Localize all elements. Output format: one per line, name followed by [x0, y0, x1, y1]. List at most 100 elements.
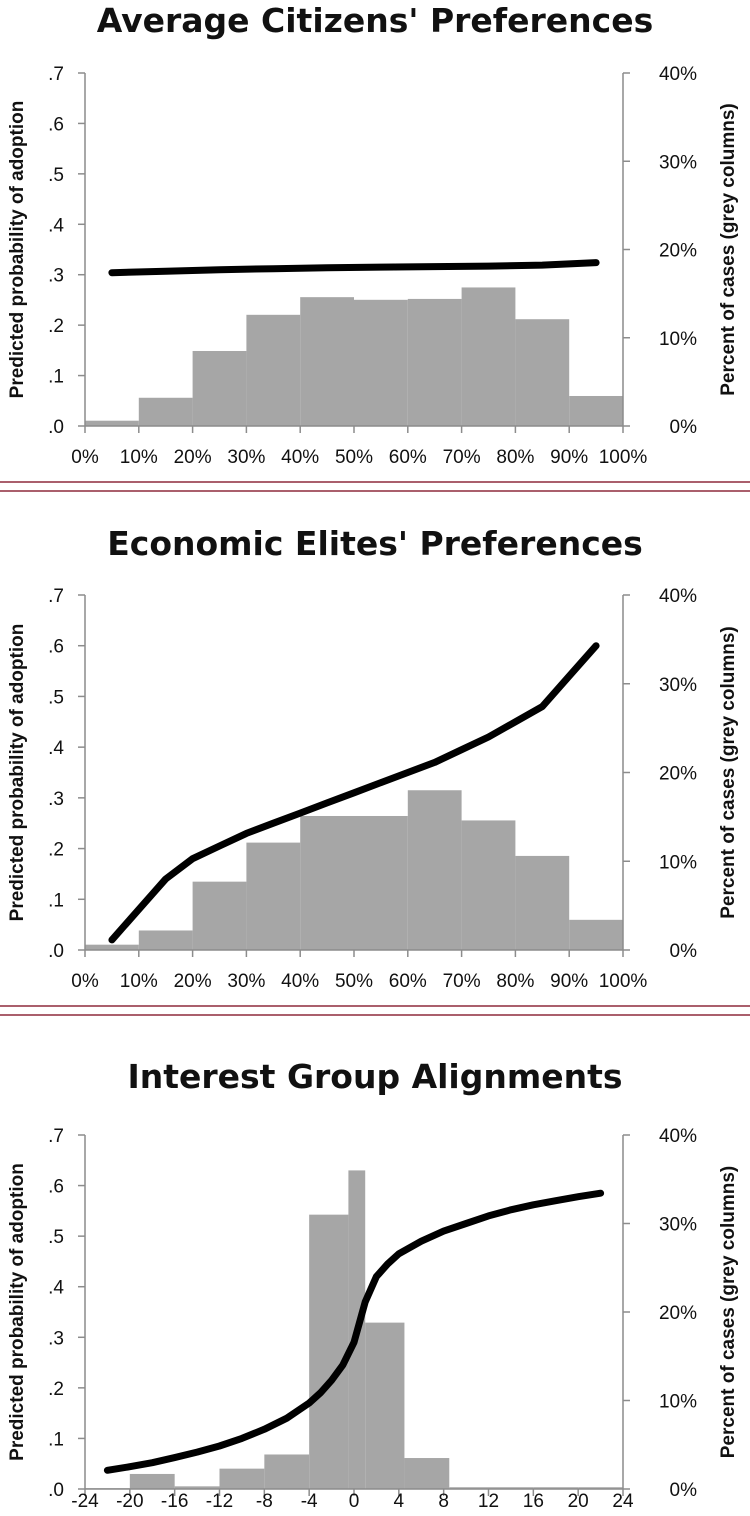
- right-tick-label: 0%: [670, 941, 698, 962]
- line-point: [218, 268, 221, 272]
- left-tick-label: .6: [48, 114, 64, 135]
- bar-4: [246, 842, 301, 950]
- bar-10: [569, 919, 623, 950]
- bar-3: [192, 881, 247, 950]
- line-point: [164, 269, 168, 273]
- x-tick-label: 0: [349, 1491, 360, 1512]
- x-tick-label: 20%: [174, 447, 212, 468]
- line-point: [137, 907, 141, 911]
- x-tick-label: 100%: [599, 447, 648, 468]
- right-tick-label: 40%: [659, 586, 697, 607]
- line-point: [594, 644, 598, 648]
- chart-panel-2: Economic Elites' Preferences .0 .1 .2 .3 .4 .5…: [0, 524, 750, 1016]
- right-tick-label: 30%: [659, 675, 697, 696]
- line-point: [540, 263, 544, 267]
- line-point: [379, 781, 383, 785]
- left-tick-label: .2: [48, 1379, 64, 1400]
- bar-10: [449, 1487, 489, 1489]
- x-tick-label: 10%: [120, 971, 158, 992]
- line-point: [240, 1436, 244, 1440]
- chart-title: Economic Elites' Preferences: [107, 524, 643, 563]
- right-tick-label: 10%: [659, 852, 697, 873]
- line-point: [110, 271, 114, 275]
- bar-2: [138, 397, 193, 426]
- line-point: [352, 1340, 356, 1344]
- line-point: [325, 801, 329, 805]
- bar-12: [533, 1487, 579, 1489]
- line-point: [164, 877, 168, 881]
- left-tick-label: .1: [48, 890, 64, 911]
- x-tick-label: 40%: [281, 971, 319, 992]
- line-point: [262, 1427, 266, 1431]
- x-tick-label: 90%: [550, 447, 588, 468]
- x-tick-label: 16: [523, 1491, 544, 1512]
- line-point: [271, 267, 275, 271]
- x-tick-label: 70%: [443, 447, 481, 468]
- left-tick-label: .0: [48, 1480, 64, 1501]
- left-tick-label: .7: [48, 586, 64, 607]
- line-point: [487, 1214, 490, 1218]
- line-point: [307, 1401, 311, 1405]
- bar-8: [461, 820, 516, 950]
- line-point: [599, 1191, 603, 1195]
- line-point: [128, 1465, 132, 1469]
- line-point: [195, 1450, 199, 1454]
- x-tick-label: 20: [568, 1491, 589, 1512]
- bar-1: [85, 944, 139, 950]
- x-tick-label: -4: [301, 1491, 318, 1512]
- bar-8: [365, 1322, 405, 1489]
- left-tick-label: .6: [48, 1177, 64, 1198]
- right-tick-label: 40%: [659, 64, 697, 85]
- x-tick-label: 80%: [496, 447, 534, 468]
- bar-1: [85, 420, 139, 426]
- chart-panel-3: Interest Group Alignments .0 .1 .2 .3 .4 .5 .6.…: [7, 1057, 739, 1512]
- line-point: [397, 1252, 401, 1256]
- left-tick-label: .4: [48, 1278, 64, 1299]
- x-tick-label: 80%: [496, 971, 534, 992]
- x-tick-label: 70%: [443, 971, 481, 992]
- chart-title: Average Citizens' Preferences: [97, 1, 654, 40]
- x-tick-label: 100%: [599, 971, 648, 992]
- line-point: [191, 857, 195, 861]
- x-tick-label: 0%: [71, 447, 99, 468]
- line-point: [531, 1203, 535, 1207]
- line-point: [271, 821, 275, 825]
- bar-4: [246, 314, 301, 426]
- bar-5: [300, 297, 354, 426]
- line-point: [554, 1199, 558, 1203]
- line-point: [110, 938, 114, 942]
- line-point: [487, 264, 490, 268]
- line-point: [433, 760, 437, 764]
- bar-11: [488, 1487, 534, 1489]
- line-point: [433, 265, 437, 269]
- right-tick-label: 10%: [659, 329, 697, 350]
- x-tick-label: 50%: [335, 447, 373, 468]
- line-point: [464, 1222, 468, 1225]
- left-tick-label: .7: [48, 1126, 64, 1147]
- right-axis-label: Percent of cases (grey columns): [718, 103, 739, 396]
- x-tick-label: 12: [478, 1491, 499, 1512]
- bar-4: [219, 1468, 265, 1489]
- bar-10: [569, 395, 623, 426]
- line-point: [374, 1275, 378, 1279]
- bar-5: [264, 1454, 310, 1489]
- x-tick-label: 40%: [281, 447, 319, 468]
- prediction-line: [108, 259, 600, 277]
- x-tick-label: 8: [438, 1491, 449, 1512]
- line-point: [352, 791, 356, 795]
- left-tick-label: .2: [48, 840, 64, 861]
- left-tick-label: .4: [48, 215, 64, 236]
- left-tick-label: .1: [48, 1429, 64, 1450]
- x-tick-label: 60%: [389, 971, 427, 992]
- line-point: [460, 748, 464, 752]
- bar-9: [515, 855, 570, 950]
- left-tick-label: .4: [48, 738, 64, 759]
- x-tick-label: 30%: [227, 971, 265, 992]
- chart-title: Interest Group Alignments: [127, 1057, 622, 1096]
- line-point: [594, 261, 598, 265]
- left-tick-label: .0: [48, 941, 64, 962]
- left-axis-label: Predicted probability of adoption: [7, 1163, 28, 1461]
- right-tick-label: 40%: [659, 1126, 697, 1147]
- line-point: [298, 811, 302, 815]
- x-tick-label: 60%: [389, 447, 427, 468]
